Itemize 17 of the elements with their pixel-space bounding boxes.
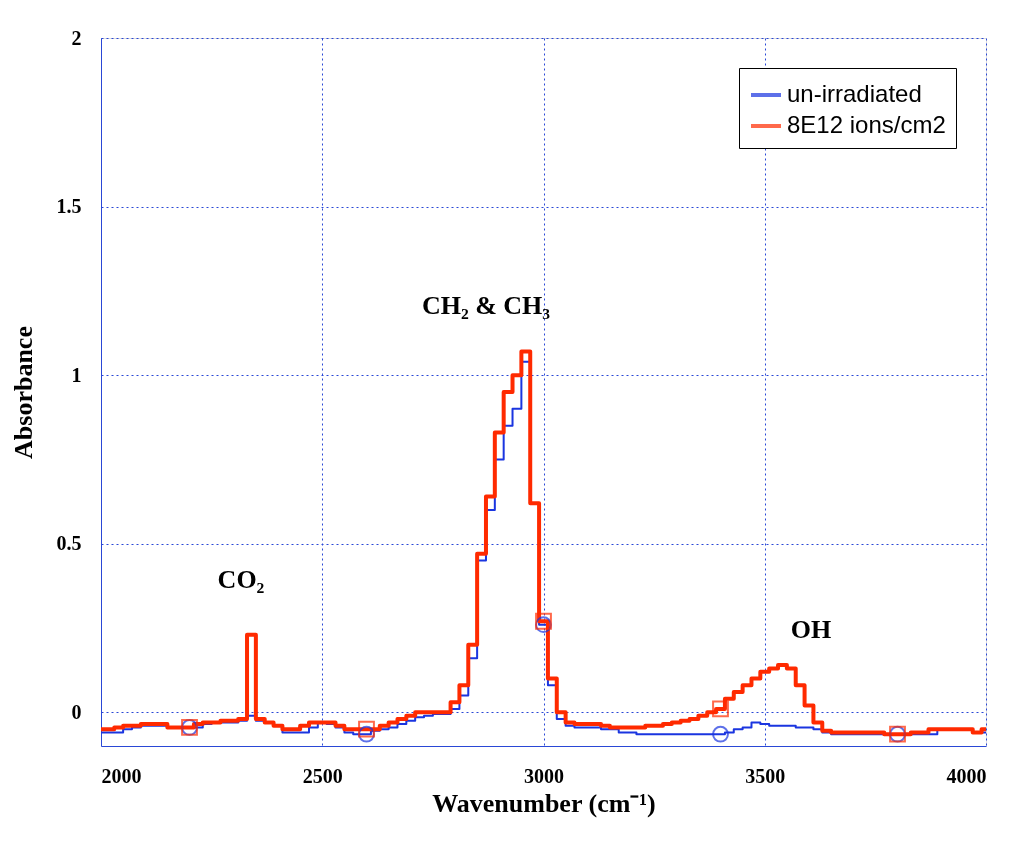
legend-label: 8E12 ions/cm2 [787, 111, 946, 138]
annotation: OH [790, 615, 832, 644]
y-tick-label: 2 [71, 26, 82, 49]
y-tick-label: 1.5 [56, 195, 82, 218]
x-tick-label: 3500 [745, 764, 786, 787]
annotation: CH₂ & CH₃ [421, 291, 551, 320]
y-tick-label: 0 [71, 700, 82, 723]
y-tick-label: 0.5 [56, 532, 82, 555]
x-tick-label: 4000 [946, 764, 987, 787]
x-tick-label: 2000 [101, 764, 142, 787]
legend-label: un-irradiated [787, 80, 922, 107]
x-axis-title: Wavenumber (cm⁻¹) [432, 788, 656, 818]
y-tick-label: 1 [71, 363, 82, 386]
x-tick-label: 2500 [302, 764, 343, 787]
y-axis-title: Absorbance [8, 326, 38, 459]
x-tick-label: 3000 [524, 764, 564, 787]
annotation: CO₂ [217, 565, 265, 594]
